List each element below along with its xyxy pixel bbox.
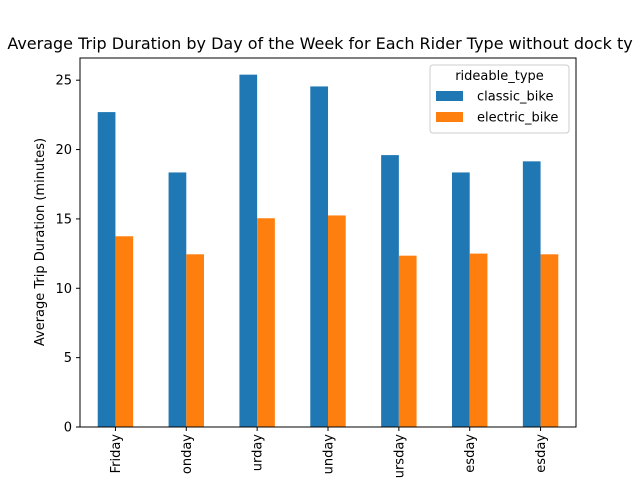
bars-layer [97, 74, 559, 428]
bar-classic_bike-3 [310, 86, 328, 427]
y-tick-label: 15 [55, 212, 72, 227]
bar-electric_bike-6 [540, 254, 559, 427]
y-axis-label: Average Trip Duration (minutes) [33, 138, 48, 346]
plot-frame [79, 57, 577, 428]
legend: rideable_type classic_bike electric_bike [429, 64, 570, 134]
bar-classic_bike-5 [452, 172, 470, 427]
x-tick-label: esday [534, 434, 549, 473]
bar-electric_bike-5 [469, 253, 488, 427]
legend-swatch-classic_bike [436, 91, 463, 101]
x-tick-label: onday [180, 434, 195, 474]
y-tick-label: 10 [55, 282, 72, 297]
bar-electric_bike-3 [328, 215, 346, 427]
y-tick-label: 5 [64, 351, 72, 366]
x-tick-label: Friday [109, 434, 124, 474]
legend-title: rideable_type [455, 69, 544, 84]
bar-electric_bike-2 [257, 218, 275, 427]
x-tick-label: ursday [392, 434, 407, 479]
bar-classic_bike-2 [239, 74, 258, 428]
x-tick-label: urday [251, 434, 266, 472]
y-tick-label: 20 [55, 143, 72, 158]
bar-electric_bike-4 [398, 255, 417, 427]
y-tick-label: 25 [55, 74, 72, 89]
y-tick-label: 0 [64, 421, 72, 436]
axes-spines [79, 57, 577, 428]
legend-label-classic_bike: classic_bike [477, 90, 553, 105]
bar-classic_bike-0 [97, 112, 116, 427]
bar-classic_bike-1 [168, 172, 187, 427]
x-tick-label: unday [322, 434, 337, 475]
x-axis: Friday onday urday unday ursday esday esday [109, 427, 549, 478]
bar-classic_bike-4 [381, 155, 399, 427]
legend-label-electric_bike: electric_bike [477, 111, 558, 126]
x-tick-label: esday [463, 434, 478, 473]
bar-electric_bike-1 [186, 254, 204, 427]
legend-box [429, 64, 570, 134]
legend-swatch-electric_bike [436, 112, 463, 122]
chart-title: Average Trip Duration by Day of the Week… [7, 34, 632, 53]
bar-classic_bike-6 [522, 161, 541, 427]
y-axis: 0 5 10 15 20 25 [55, 74, 80, 436]
bar-electric_bike-0 [115, 236, 134, 427]
